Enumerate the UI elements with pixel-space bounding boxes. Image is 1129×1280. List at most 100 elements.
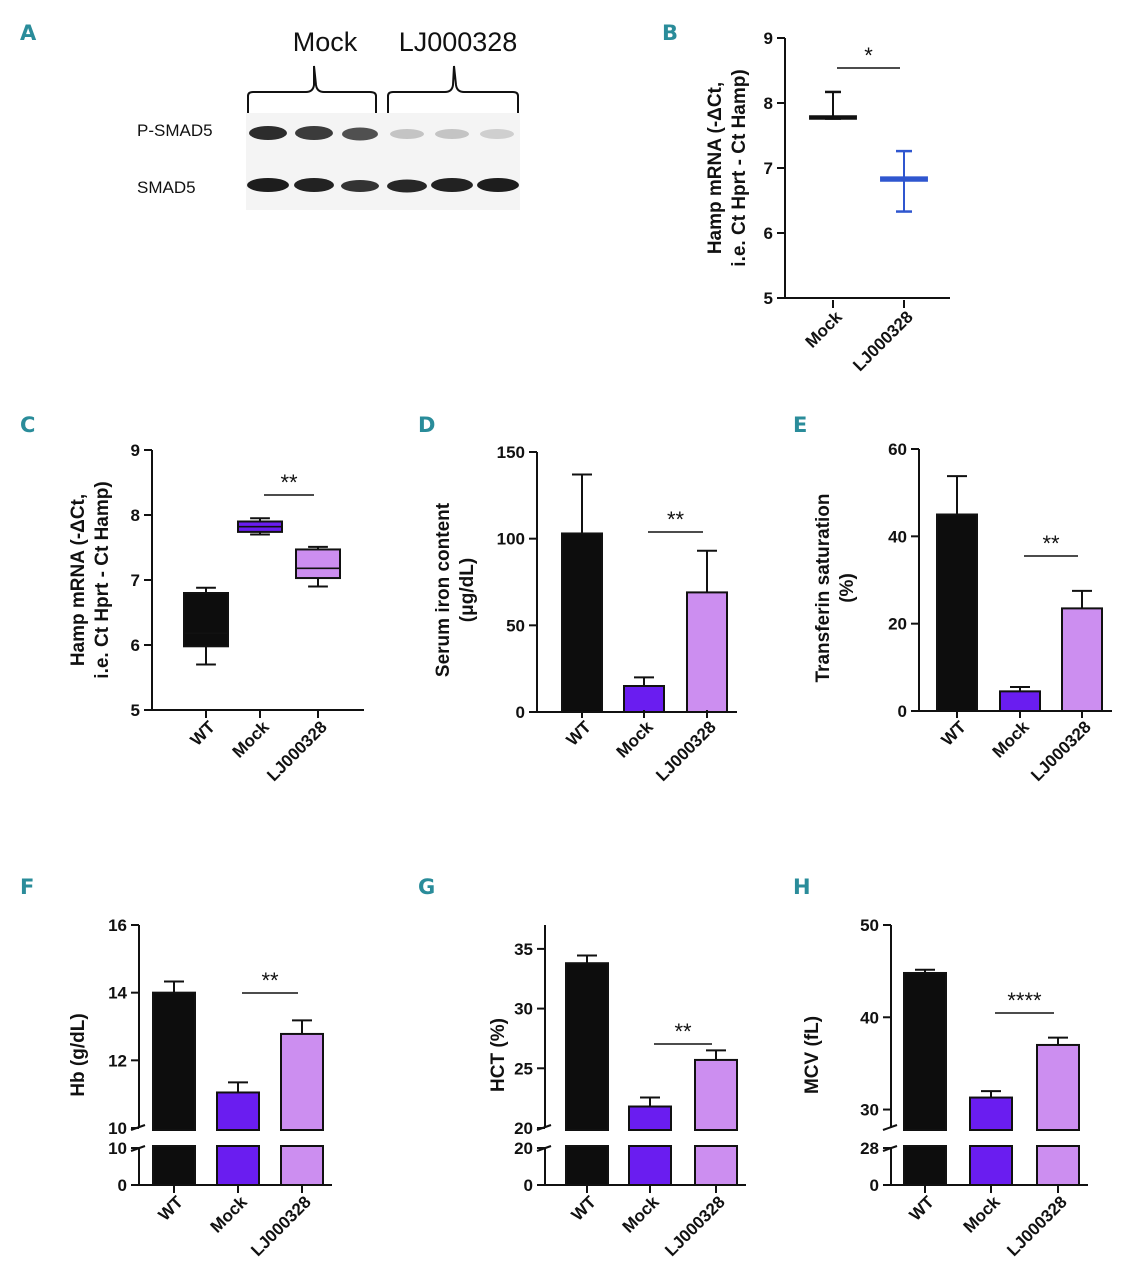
y-axis-label-h: MCV (fL) — [802, 1016, 823, 1094]
bar-e-mock — [999, 685, 1041, 712]
x-tick-label-e-wt: WT — [938, 717, 971, 750]
significance-mark-h: **** — [1007, 988, 1042, 1013]
blot-bracket-mock — [247, 65, 377, 113]
x-tick-label-g-wt: WT — [568, 1192, 601, 1225]
y-tick-label-g: 20 — [514, 1139, 533, 1158]
bar-lower-segment — [1036, 1145, 1080, 1186]
bar-d-mock — [623, 676, 665, 713]
x-tick-label-c-wt: WT — [187, 717, 220, 750]
y-tick-label-g: 30 — [514, 1000, 533, 1019]
box-c-mock — [237, 517, 283, 536]
axis-break-mark — [882, 1124, 898, 1131]
blot-bands-smad5 — [247, 178, 519, 193]
x-tick-label-f-lj000328: LJ000328 — [247, 1192, 315, 1260]
y-axis-label-line: Transferin saturation — [813, 494, 834, 683]
bar-f-lj000328 — [280, 1019, 324, 1186]
bar-f-wt — [152, 980, 196, 1186]
bar-upper-segment — [216, 1091, 260, 1131]
y-axis-label-line: Serum iron content — [433, 502, 454, 677]
bar-upper-segment — [1036, 1043, 1080, 1132]
y-tick-label-h: 30 — [860, 1101, 879, 1120]
panel-label-a: A — [20, 21, 37, 45]
box-b-mock — [809, 90, 857, 120]
panel-label-h: H — [793, 875, 811, 899]
significance-mark-g: ** — [674, 1019, 692, 1044]
y-tick-label-c: 9 — [131, 441, 140, 460]
bar-h-wt — [903, 968, 947, 1186]
y-tick-label-f: 12 — [108, 1051, 127, 1070]
panel-h: H 30 40 50 0 28 WT Mock LJ000328 **** MCV (fL) — [793, 875, 1088, 1260]
y-tick-label-b: 8 — [764, 94, 773, 113]
significance-mark-e: ** — [1042, 531, 1060, 556]
bar-upper-segment — [903, 971, 947, 1131]
bar-upper-segment — [969, 1096, 1013, 1132]
y-axis-label-d: Serum iron content (μg/dL) — [433, 502, 478, 677]
box-b-lj000328 — [880, 149, 928, 213]
y-axis-label-line: (%) — [837, 573, 858, 603]
y-tick-label-c: 7 — [131, 571, 140, 590]
blot-bands-psmad5 — [249, 126, 514, 141]
y-axis-label-line: Hb (g/dL) — [68, 1013, 89, 1096]
y-tick-label-d: 0 — [516, 703, 525, 722]
y-tick-label-e: 40 — [888, 527, 907, 546]
significance-mark-c: ** — [280, 470, 298, 495]
y-tick-label-f: 16 — [108, 916, 127, 935]
y-tick-label-f: 0 — [118, 1176, 127, 1195]
y-axis-label-line: MCV (fL) — [802, 1016, 823, 1094]
y-tick-label-c: 8 — [131, 506, 140, 525]
y-axis-label-g: HCT (%) — [488, 1018, 509, 1092]
y-axis-label-line: HCT (%) — [488, 1018, 509, 1092]
y-tick-label-e: 20 — [888, 615, 907, 634]
y-tick-label-f: 10 — [108, 1119, 127, 1138]
y-axis-label-line: Hamp mRNA (-ΔCt, — [68, 494, 89, 666]
panel-label-c: C — [20, 413, 35, 437]
significance-mark-f: ** — [261, 968, 279, 993]
bar-lower-segment — [280, 1145, 324, 1186]
blot-group-lj000328: LJ000328 — [399, 27, 518, 57]
significance-mark-d: ** — [667, 507, 685, 532]
panel-label-b: B — [662, 21, 678, 45]
y-tick-label-h: 0 — [870, 1176, 879, 1195]
box-body — [183, 592, 229, 648]
x-tick-label-h-wt: WT — [906, 1192, 939, 1225]
y-tick-label-b: 9 — [764, 29, 773, 48]
x-tick-label-g-mock: Mock — [619, 1192, 664, 1237]
y-axis-label-line: (μg/dL) — [457, 558, 478, 622]
bar-lower-segment — [152, 1145, 196, 1186]
bar-upper-segment — [152, 991, 196, 1132]
y-axis-label-b: Hamp mRNA (-ΔCt, i.e. Ct Hprt - Ct Hamp) — [705, 69, 750, 266]
bar-d-lj000328 — [686, 549, 728, 714]
bar-lower-segment — [628, 1145, 672, 1186]
y-tick-label-c: 6 — [131, 636, 140, 655]
x-tick-label-e-mock: Mock — [989, 717, 1034, 762]
panel-label-e: E — [793, 413, 807, 437]
blot-bracket-lj000328 — [387, 65, 519, 113]
x-tick-label-d-mock: Mock — [613, 717, 658, 762]
y-tick-label-d: 50 — [506, 616, 525, 635]
y-tick-label-h: 40 — [860, 1008, 879, 1027]
bar-upper-segment — [628, 1105, 672, 1131]
box-c-wt — [183, 586, 229, 666]
bar — [686, 591, 728, 714]
y-axis-label-f: Hb (g/dL) — [68, 1013, 89, 1096]
panel-label-g: G — [418, 875, 435, 899]
x-tick-label-e-lj000328: LJ000328 — [1027, 717, 1095, 785]
y-tick-label-b: 5 — [764, 289, 773, 308]
y-tick-label-e: 0 — [898, 702, 907, 721]
y-tick-label-g: 20 — [514, 1119, 533, 1138]
bar-g-mock — [628, 1096, 672, 1186]
y-axis-label-line: i.e. Ct Hprt - Ct Hamp) — [92, 481, 113, 678]
y-tick-label-b: 6 — [764, 224, 773, 243]
panel-label-f: F — [20, 875, 34, 899]
y-axis-label-line: Hamp mRNA (-ΔCt, — [705, 82, 726, 254]
bar-e-lj000328 — [1061, 589, 1103, 713]
bar-h-mock — [969, 1090, 1013, 1186]
bar-lower-segment — [216, 1145, 260, 1186]
y-tick-label-h: 50 — [860, 916, 879, 935]
